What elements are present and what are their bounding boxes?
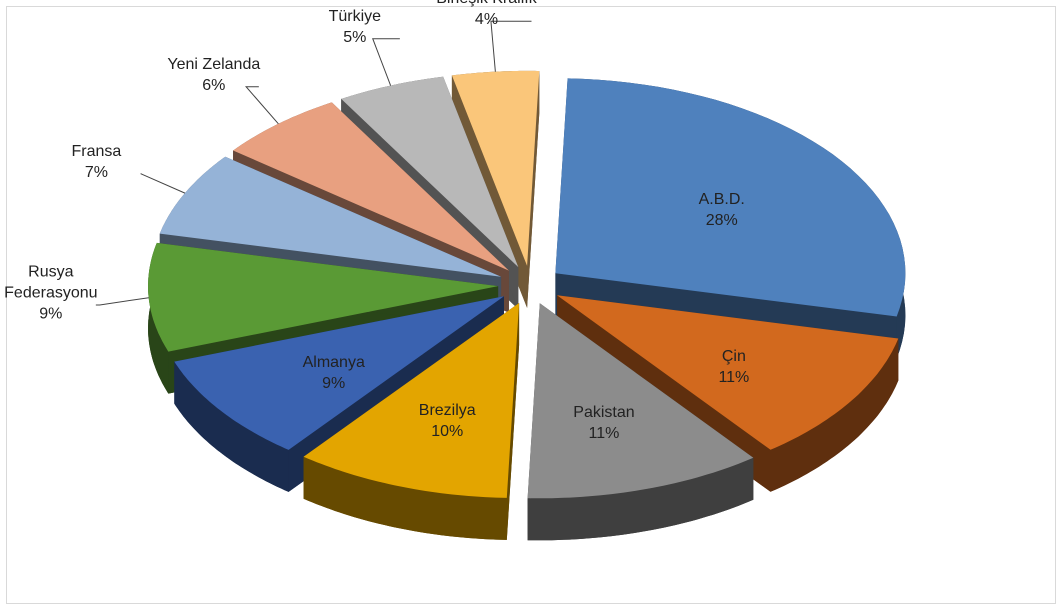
slice-top [341,76,519,268]
category-label: Birleşik Krallık [436,0,536,9]
slice-top [451,70,540,266]
data-label: Rusya Federasyonu 9% [0,261,111,324]
slice-top [557,295,899,450]
category-label: Türkiye [328,7,382,25]
category-label: A.B.D. [698,191,745,209]
leader-line [372,38,400,86]
slice-side [770,338,899,492]
value-label: 11% [588,425,620,443]
data-label: Brezilya 10% [419,400,476,442]
slice-top [174,296,505,450]
value-label: 5% [343,28,367,46]
data-label: Türkiye 5% [329,6,381,48]
slice [527,303,754,541]
value-label: 9% [322,375,346,393]
category-label: Brezilya [418,402,476,420]
category-label: Yeni Zelanda [167,55,261,73]
value-label: 4% [474,11,499,29]
slice-side [303,456,507,540]
slice-top [148,242,499,352]
slice [557,295,899,492]
category-label: Fransa [71,142,122,160]
data-label: Yeni Zelanda 6% [167,54,260,96]
data-label: Çin 11% [718,346,749,388]
category-label: Pakistan [573,404,635,422]
slice-edge [506,303,520,540]
value-label: 7% [84,163,108,181]
value-label: 9% [39,305,63,323]
category-label: Rusya Federasyonu [4,263,98,302]
category-label: Çin [721,347,746,365]
category-label: Almanya [302,354,365,372]
value-label: 28% [705,212,738,230]
data-label: Birleşik Krallık 4% [436,0,536,30]
slice-top [233,102,509,271]
value-label: 10% [431,423,464,441]
data-label: A.B.D. 28% [699,189,745,231]
data-label: Pakistan 11% [573,402,634,444]
leader-line [140,173,186,194]
slice-side [527,457,754,541]
leader-line [95,297,149,306]
leader-line [490,20,532,72]
data-label: Almanya 9% [303,352,365,394]
slice-top [527,303,754,499]
data-label: Fransa 7% [36,141,156,183]
slice-top [555,78,906,317]
slice-top [303,303,520,498]
slice-edge [527,71,540,308]
leader-line [245,86,279,125]
slice [303,303,520,540]
chart-frame [6,6,1056,604]
slice-side [174,361,289,492]
slice-top [159,156,502,277]
value-label: 6% [202,76,226,94]
value-label: 11% [718,368,750,386]
